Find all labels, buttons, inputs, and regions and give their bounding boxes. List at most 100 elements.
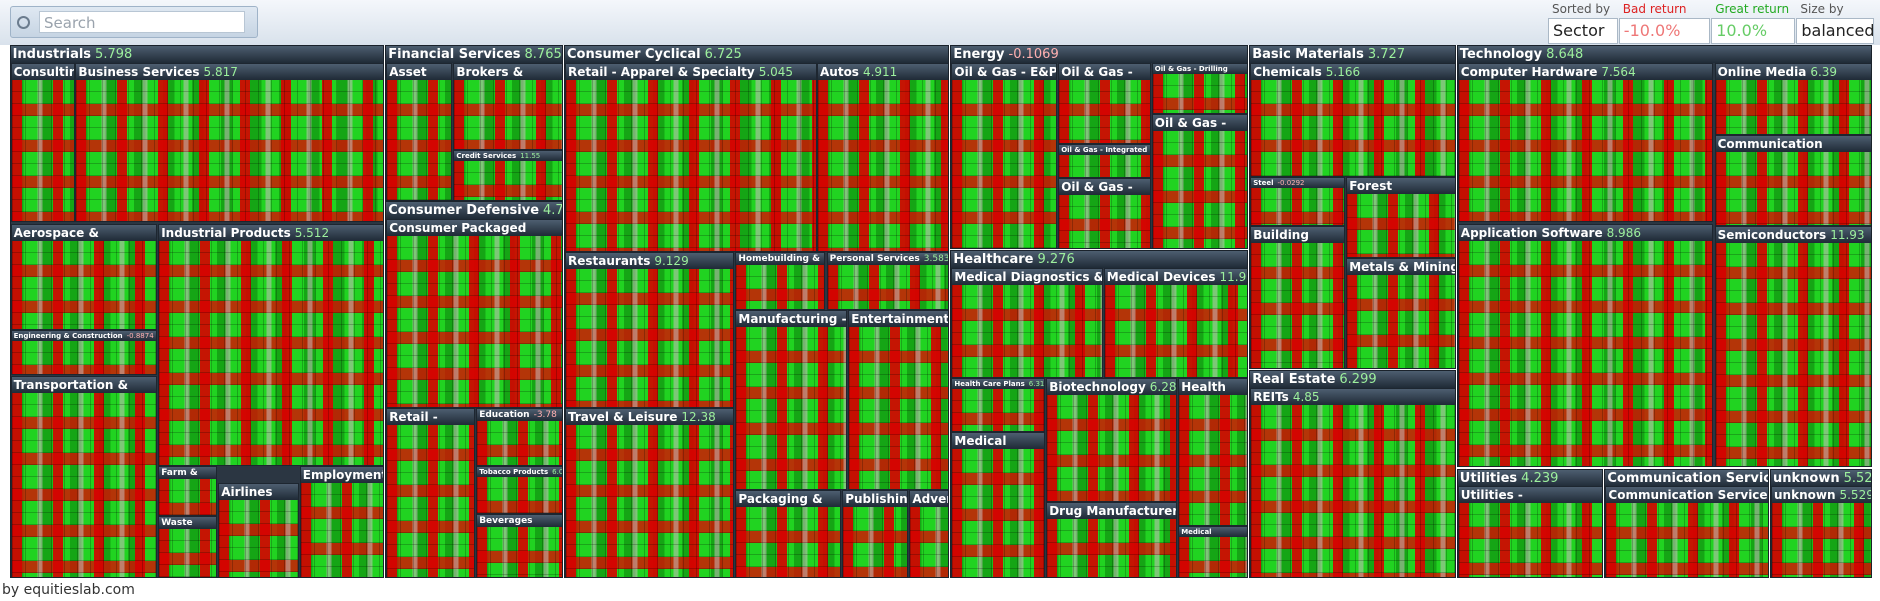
industry-block[interactable]: Computer Hardware 7.564 <box>1457 62 1714 223</box>
industry-block[interactable]: REITs 4.85 <box>1250 387 1455 577</box>
control[interactable]: Sorted by Sector <box>1548 0 1618 45</box>
industry-block[interactable]: Application Software 8.986 <box>1457 223 1714 467</box>
stock-tiles <box>477 527 562 577</box>
stock-tiles <box>477 421 562 465</box>
industry-block[interactable]: Adver <box>909 490 949 577</box>
stock-tiles <box>454 79 562 150</box>
industry-block[interactable]: Aerospace & <box>10 223 157 331</box>
industry-label: Medical <box>952 433 1044 450</box>
industry-block[interactable]: Beverages <box>476 514 562 577</box>
sector-label: Technology 8.648 <box>1457 46 1871 63</box>
industry-block[interactable]: Education -3.78 <box>476 408 562 466</box>
industry-block[interactable]: Communication <box>1714 134 1871 226</box>
industry-block[interactable]: Drug Manufacturers <box>1046 501 1177 577</box>
industry-block[interactable]: Homebuilding & <box>735 252 826 310</box>
name-text: Waste <box>161 518 193 529</box>
industry-block[interactable]: Semiconductors 11.93 <box>1714 226 1871 467</box>
industry-label: Packaging & <box>736 491 840 507</box>
name-text: Health Care Plans <box>954 380 1025 389</box>
industry-block[interactable]: Employment <box>299 466 383 577</box>
sector-block[interactable]: Utilities 4.239 Utilities - <box>1456 468 1604 578</box>
search-field[interactable]: Search <box>10 6 258 38</box>
industry-block[interactable]: Publishing <box>842 490 909 577</box>
industry-block[interactable]: Communication Services <box>1605 486 1768 577</box>
control[interactable]: Size by balanced <box>1796 0 1875 45</box>
stock-tiles <box>1251 187 1344 225</box>
industry-block[interactable]: Retail - <box>386 408 475 577</box>
sector-label: Energy -0.1069 <box>951 46 1247 63</box>
stock-tiles <box>1251 79 1455 176</box>
industry-block[interactable]: Chemicals 5.166 <box>1250 62 1455 177</box>
industry-label: Health <box>1179 379 1247 396</box>
industry-block[interactable]: Oil & Gas - <box>1151 114 1247 248</box>
control[interactable]: Bad return -10.0% <box>1618 0 1710 45</box>
industry-block[interactable]: Asset <box>386 62 453 200</box>
industry-block[interactable]: Utilities - <box>1457 486 1603 577</box>
sector-block[interactable]: Energy -0.1069 Oil & Gas - E&P Oil & Gas -O… <box>950 45 1248 249</box>
industry-label: Chemicals 5.166 <box>1251 63 1455 80</box>
industry-block[interactable]: Farm & <box>158 466 217 517</box>
industry-block[interactable]: Oil & Gas - Integrated1.167 <box>1058 144 1151 178</box>
industry-block[interactable]: Travel & Leisure 12.38 <box>565 408 735 577</box>
industry-block[interactable]: Industrial Products 5.512 <box>158 223 383 466</box>
industry-block[interactable]: Personal Services 3.583 <box>826 252 949 310</box>
control[interactable]: Great return 10.0% <box>1711 0 1796 45</box>
industry-block[interactable]: Forest <box>1346 176 1455 259</box>
name-text: Drug Manufacturers <box>1049 503 1176 518</box>
sector-block[interactable]: Consumer Cyclical 6.725 Retail - Apparel &… <box>564 45 950 578</box>
industry-block[interactable]: Entertainment <box>848 310 949 490</box>
stock-tiles <box>159 479 216 516</box>
industry-block[interactable]: Transportation & <box>10 376 157 577</box>
industry-block[interactable]: Consumer Packaged <box>386 218 562 409</box>
return-value: 4.239 <box>1521 470 1559 486</box>
industry-block[interactable]: Engineering & Construction -0.8874 <box>10 330 157 375</box>
name-text: Real Estate <box>1252 372 1336 388</box>
industry-block[interactable]: Building <box>1250 226 1345 368</box>
industry-block[interactable]: Medical <box>951 432 1045 577</box>
industry-block[interactable]: Business Services 5.817 <box>75 62 383 223</box>
industry-block[interactable]: Medical Diagnostics & <box>951 267 1103 379</box>
return-value: 5.166 <box>1325 64 1361 79</box>
sector-block[interactable]: Technology 8.648 Computer Hardware 7.564 Onl… <box>1456 45 1872 468</box>
industry-block[interactable]: Metals & Mining <box>1346 258 1455 368</box>
industry-block[interactable]: Packaging & <box>735 490 841 577</box>
sector-block[interactable]: Real Estate 6.299 REITs 4.85 <box>1249 370 1456 578</box>
industry-block[interactable]: Oil & Gas - E&P <box>951 62 1057 248</box>
industry-block[interactable]: Consulting <box>10 62 76 223</box>
stock-tiles <box>454 161 562 200</box>
industry-block[interactable]: unknown 5.529 <box>1771 486 1871 577</box>
industry-block[interactable]: Credit Services 11.55 <box>453 150 562 200</box>
industry-block[interactable]: Steel -0.0292 <box>1250 176 1345 226</box>
industry-block[interactable]: Restaurants 9.129 <box>565 252 735 409</box>
industry-block[interactable]: Autos 4.911 <box>817 62 949 253</box>
search-input[interactable]: Search <box>39 11 245 33</box>
industry-block[interactable]: Airlines <box>218 482 299 577</box>
industry-block[interactable]: Waste <box>158 516 217 577</box>
industry-block[interactable]: Online Media 6.39 <box>1714 62 1871 135</box>
name-text: Application Software <box>1460 225 1603 240</box>
name-text: Forest <box>1349 178 1393 193</box>
industry-block[interactable]: Oil & Gas - <box>1058 62 1151 145</box>
sector-block[interactable]: Healthcare 9.276 Medical Diagnostics & Medi… <box>950 250 1248 578</box>
industry-block[interactable]: Oil & Gas - Drilling <box>1151 62 1247 115</box>
industry-block[interactable]: Retail - Apparel & Specialty 5.045 <box>565 62 817 253</box>
industry-block[interactable]: Health <box>1178 378 1247 526</box>
industry-block[interactable]: Brokers & <box>453 62 562 151</box>
stock-tiles <box>1347 193 1455 258</box>
industry-block[interactable]: Oil & Gas - <box>1058 178 1151 248</box>
stock-tiles <box>952 284 1102 378</box>
sector-block[interactable]: Basic Materials 3.727 Chemicals 5.166 Steel -… <box>1249 45 1456 369</box>
industry-label: Metals & Mining <box>1347 259 1455 276</box>
industry-block[interactable]: Manufacturing - <box>735 310 847 490</box>
industry-block[interactable]: Medical <box>1178 525 1247 577</box>
sector-block[interactable]: Communication Services Communication Serv… <box>1604 468 1769 578</box>
sector-block[interactable]: Financial Services 8.765 Asset Brokers & Cre… <box>385 45 563 201</box>
name-text: Utilities <box>1459 470 1518 486</box>
